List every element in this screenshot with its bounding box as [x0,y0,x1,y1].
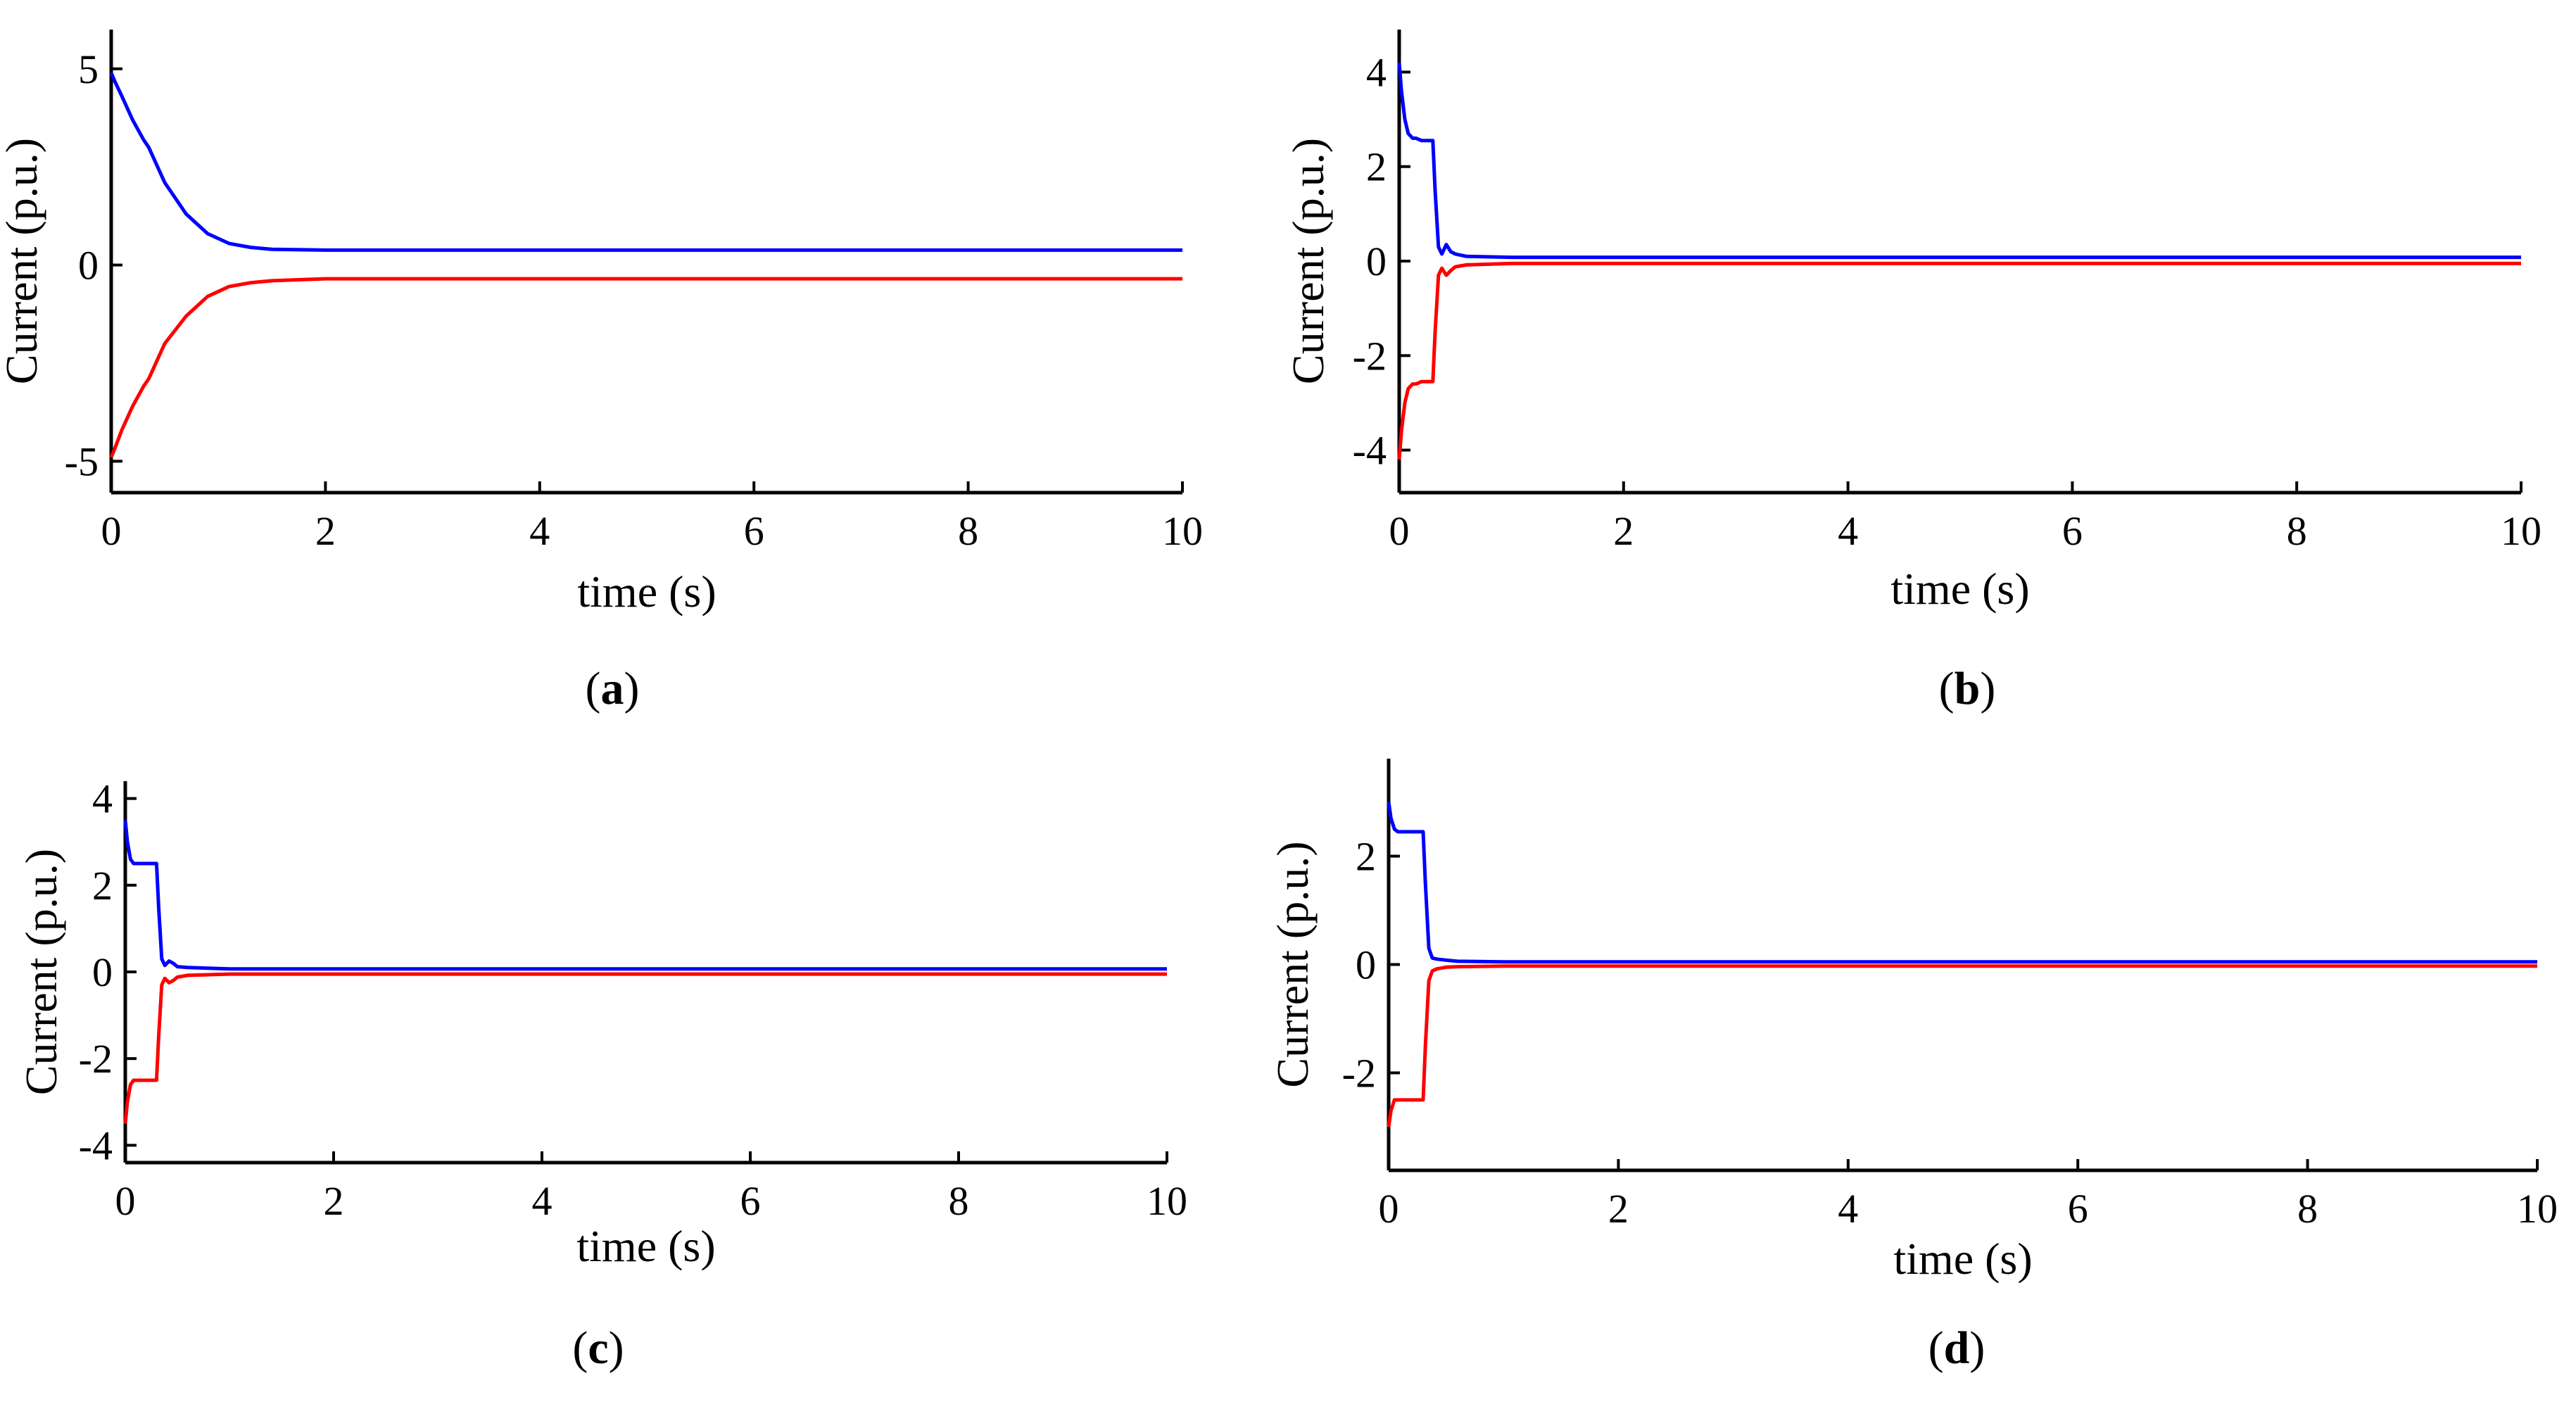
y-tick-label: 5 [78,46,99,92]
x-axis-label: time (s) [1890,564,2029,614]
series-line-positive [1397,62,2521,260]
series-line-negative [123,972,1167,1124]
caption-close-paren: ) [609,1322,624,1374]
caption-close-paren: ) [1969,1322,1985,1374]
x-tick-label: 2 [1613,508,1634,554]
x-tick-label: 10 [1162,508,1203,554]
x-tick-label: 0 [1389,508,1410,554]
x-tick-label: 2 [315,508,336,554]
x-tick-label: 4 [1838,508,1858,554]
caption-open-paren: ( [1939,663,1955,714]
x-tick-label: 0 [1379,1186,1399,1232]
caption-open-paren: ( [572,1322,588,1374]
caption-letter: b [1955,663,1981,714]
x-tick-label: 6 [740,1178,761,1224]
series-line-negative [1397,261,2521,460]
x-tick-label: 6 [2068,1186,2088,1232]
x-axis-label: time (s) [1893,1234,2032,1284]
panel-caption: (d) [1928,1322,1985,1374]
x-axis-label: time (s) [576,1221,715,1271]
y-tick-label: 2 [1366,144,1387,190]
x-axis-label: time (s) [577,567,716,616]
y-tick-label: 2 [92,863,113,909]
x-tick-label: 4 [1838,1186,1858,1232]
panel-c: 0 2 4 6 8 10 -4 -2 0 2 4 time (s) Current (p.u.) (c) [16,776,1187,1374]
caption-letter: d [1944,1322,1970,1374]
y-tick-label: 4 [92,776,113,822]
y-axis-label: Current (p.u.) [0,138,46,384]
x-tick-label: 4 [532,1178,553,1224]
panel-caption: (b) [1939,663,1996,714]
y-axis-label: Current (p.u.) [16,849,66,1095]
panel-b: 0 2 4 6 8 10 -4 -2 0 2 4 time (s) Current (p.u.) (b) [1283,30,2542,714]
panel-d: 0 2 4 6 8 10 -2 0 2 time (s) Current (p.u.) (d) [1268,759,2558,1374]
x-tick-label: 6 [2062,508,2083,554]
panel-caption: (a) [586,663,640,714]
x-tick-label: 6 [744,508,764,554]
x-tick-label: 10 [1147,1178,1187,1224]
x-tick-label: 8 [2297,1186,2318,1232]
y-tick-label: -2 [79,1036,113,1082]
x-tick-label: 8 [958,508,978,554]
y-tick-label: -4 [1353,428,1387,474]
caption-close-paren: ) [1980,663,1995,714]
x-tick-label: 4 [529,508,550,554]
y-axis-label: Current (p.u.) [1283,138,1333,384]
series-line-negative [109,277,1182,458]
caption-open-paren: ( [1928,1322,1944,1374]
y-tick-label: -2 [1342,1050,1376,1096]
series-line-negative [1387,964,2537,1127]
y-tick-label: 2 [1356,834,1376,880]
y-tick-label: 0 [1356,942,1376,988]
x-tick-label: 8 [2287,508,2307,554]
caption-open-paren: ( [586,663,601,714]
series-line-positive [123,820,1167,971]
x-tick-label: 2 [1608,1186,1629,1232]
caption-close-paren: ) [624,663,640,714]
x-tick-label: 10 [2517,1186,2558,1232]
caption-letter: c [588,1322,608,1374]
y-axis-label: Current (p.u.) [1268,841,1318,1087]
caption-letter: a [601,663,624,714]
x-tick-label: 10 [2501,508,2542,554]
y-tick-label: 0 [78,243,99,289]
x-tick-label: 0 [115,1178,136,1224]
series-line-positive [1387,802,2537,964]
y-tick-label: -5 [65,438,99,484]
series-line-positive [109,72,1182,252]
y-tick-label: 4 [1366,49,1387,95]
y-tick-label: -2 [1353,333,1387,379]
y-tick-label: 0 [1366,239,1387,284]
panel-caption: (c) [572,1322,624,1374]
y-tick-label: -4 [79,1122,113,1168]
y-tick-label: 0 [92,949,113,995]
x-tick-label: 2 [324,1178,344,1224]
x-tick-label: 8 [949,1178,969,1224]
x-tick-label: 0 [101,508,122,554]
